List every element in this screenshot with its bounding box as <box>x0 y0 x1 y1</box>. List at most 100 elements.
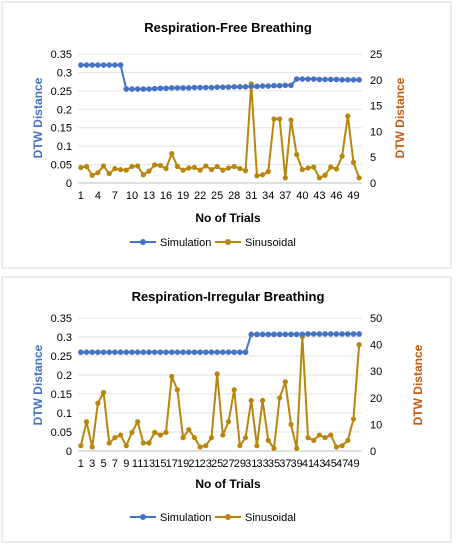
y2-tick-label: 5 <box>370 152 376 164</box>
legend-label-simulation: Simulation <box>160 237 211 249</box>
point-simulation <box>117 62 124 68</box>
point-simulation <box>322 331 328 337</box>
x-tick-label: 1 <box>78 190 84 202</box>
x-tick-label: 10 <box>126 190 138 202</box>
point-sinusoidal <box>260 397 266 404</box>
y2-tick-label: 0 <box>370 446 376 458</box>
legend-marker-sinusoidal <box>225 239 231 245</box>
point-simulation <box>316 76 323 83</box>
point-sinusoidal <box>112 435 118 441</box>
legend-marker-sinusoidal <box>225 514 231 520</box>
y2-tick-label: 10 <box>370 419 382 431</box>
point-sinusoidal <box>152 429 158 435</box>
point-simulation <box>254 83 260 90</box>
y-tick-label: 0.1 <box>57 408 72 420</box>
point-simulation <box>225 349 232 356</box>
y2-tick-label: 30 <box>370 366 382 378</box>
point-simulation <box>276 82 283 89</box>
y2-axis-label: DTW Distance <box>411 344 425 425</box>
point-simulation <box>168 85 175 91</box>
point-sinusoidal <box>282 379 288 385</box>
point-sinusoidal <box>163 165 169 172</box>
point-simulation <box>185 349 192 356</box>
point-sinusoidal <box>333 444 340 450</box>
point-simulation <box>163 349 169 356</box>
point-sinusoidal <box>95 170 101 176</box>
point-sinusoidal <box>106 440 112 446</box>
point-simulation <box>140 86 147 92</box>
point-sinusoidal <box>225 165 232 171</box>
point-sinusoidal <box>271 116 277 122</box>
point-simulation <box>333 331 340 337</box>
point-simulation <box>350 331 357 337</box>
point-sinusoidal <box>106 171 112 177</box>
x-axis-label: No of Trials <box>195 211 261 225</box>
point-simulation <box>322 76 328 83</box>
point-simulation <box>106 349 113 356</box>
x-tick-label: 4 <box>95 190 101 202</box>
point-simulation <box>89 349 95 356</box>
point-simulation <box>100 349 107 356</box>
chart-panel-2: Respiration-Irregular Breathing 0 0.05 0.1 0… <box>1 276 452 543</box>
point-sinusoidal <box>220 167 226 173</box>
point-simulation <box>151 85 158 92</box>
point-simulation <box>208 84 215 91</box>
point-simulation <box>237 84 243 90</box>
point-simulation <box>288 331 294 338</box>
point-simulation <box>345 331 351 337</box>
point-sinusoidal <box>123 167 129 173</box>
point-simulation <box>299 331 306 338</box>
y2-axis-label: DTW Distance <box>393 77 407 158</box>
point-simulation <box>265 331 272 338</box>
point-sinusoidal <box>231 387 237 393</box>
point-sinusoidal <box>135 419 141 425</box>
point-sinusoidal <box>123 443 129 449</box>
point-simulation <box>356 331 362 337</box>
x-tick-label: 13 <box>143 190 155 202</box>
x-tick-label: 40 <box>296 190 308 202</box>
legend-label-sinusoidal: Sinusoidal <box>245 237 296 249</box>
x-tick-label: 31 <box>245 190 257 202</box>
x-tick-label: 21 <box>188 458 200 470</box>
x-tick-label: 7 <box>112 458 118 470</box>
y-tick-label: 0.2 <box>57 104 72 116</box>
y2-tick-label: 10 <box>370 126 382 138</box>
y-tick-label: 0 <box>66 178 72 190</box>
point-simulation <box>191 349 198 356</box>
x-tick-label: 39 <box>291 458 303 470</box>
point-simulation <box>282 82 289 89</box>
point-sinusoidal <box>186 427 192 433</box>
legend-marker-simulation <box>140 239 146 245</box>
x-tick-label: 5 <box>100 458 106 470</box>
y2-tick-label: 15 <box>370 101 382 113</box>
point-sinusoidal <box>208 166 215 173</box>
point-simulation <box>356 77 362 83</box>
point-sinusoidal <box>277 116 283 122</box>
x-tick-label: 37 <box>279 190 291 202</box>
point-simulation <box>208 349 215 356</box>
point-sinusoidal <box>328 432 334 438</box>
x-tick-label: 11 <box>132 458 143 470</box>
point-sinusoidal <box>339 443 345 449</box>
point-sinusoidal <box>260 172 266 178</box>
point-simulation <box>140 349 147 356</box>
point-simulation <box>95 62 101 68</box>
point-sinusoidal <box>328 164 334 170</box>
point-simulation <box>168 349 175 356</box>
point-simulation <box>157 85 164 92</box>
point-simulation <box>197 349 203 356</box>
point-sinusoidal <box>140 172 146 178</box>
x-tick-label: 13 <box>143 458 155 470</box>
point-simulation <box>282 331 289 338</box>
point-simulation <box>288 82 294 89</box>
point-simulation <box>254 331 260 338</box>
point-simulation <box>248 331 255 338</box>
point-sinusoidal <box>316 432 322 438</box>
y2-tick-label: 40 <box>370 340 382 352</box>
point-simulation <box>237 349 243 356</box>
y-axis-label: DTW Distance <box>31 77 45 158</box>
point-sinusoidal <box>169 150 175 157</box>
x-tick-label: 45 <box>325 458 337 470</box>
x-tick-label: 25 <box>211 458 223 470</box>
x-tick-label: 19 <box>177 190 189 202</box>
